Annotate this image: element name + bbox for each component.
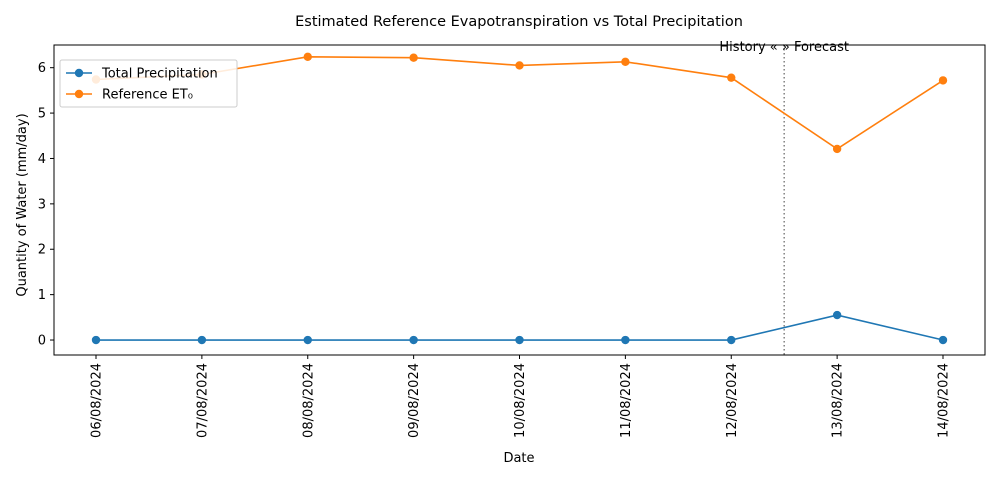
- data-point: [515, 335, 524, 345]
- data-point: [727, 335, 736, 345]
- data-point: [938, 76, 948, 85]
- y-tick-label: 6: [38, 61, 46, 76]
- y-axis-label: Quantity of Water (mm/day): [15, 113, 30, 296]
- x-tick-label: 10/08/2024: [513, 363, 528, 438]
- x-tick-label: 12/08/2024: [725, 363, 740, 438]
- history-forecast-label: History « » Forecast: [719, 40, 849, 55]
- data-point: [303, 335, 312, 345]
- x-axis-label: Date: [503, 451, 534, 466]
- y-tick-label: 3: [38, 197, 46, 212]
- legend-marker: [74, 89, 84, 99]
- y-tick-label: 1: [38, 288, 46, 303]
- data-point: [832, 144, 842, 154]
- x-tick-label: 13/08/2024: [831, 363, 846, 438]
- plot-area: 0 1 2 3 4 5 6 06/08/2024 07/08/2024 08/08/2024 09/…: [38, 40, 986, 438]
- data-point: [91, 335, 101, 345]
- plot-frame: [53, 44, 986, 356]
- x-tick-label: 11/08/2024: [619, 363, 634, 438]
- x-tick-label: 09/08/2024: [407, 363, 422, 438]
- y-tick-label: 0: [38, 334, 46, 349]
- data-point: [409, 335, 418, 345]
- x-tick-label: 06/08/2024: [90, 363, 105, 438]
- y-tick-label: 4: [38, 152, 46, 167]
- data-point: [515, 61, 524, 70]
- data-point: [409, 53, 418, 62]
- x-tick-label: 08/08/2024: [301, 363, 316, 438]
- data-point: [621, 335, 630, 345]
- data-point: [303, 52, 312, 62]
- x-tick-label: 07/08/2024: [195, 363, 210, 438]
- legend-label: Reference ET₀: [102, 88, 193, 103]
- data-point: [727, 73, 736, 82]
- legend-box: [59, 59, 238, 108]
- y-tick-label: 5: [38, 107, 46, 122]
- chart-title: Estimated Reference Evapotranspiration v…: [295, 14, 743, 30]
- data-point: [938, 335, 948, 345]
- x-tick-label: 14/08/2024: [937, 363, 952, 438]
- legend-label: Total Precipitation: [101, 67, 218, 82]
- data-point: [197, 335, 207, 345]
- data-point: [621, 57, 630, 66]
- data-point: [832, 310, 842, 320]
- legend-marker: [74, 68, 84, 78]
- y-tick-label: 2: [38, 243, 46, 258]
